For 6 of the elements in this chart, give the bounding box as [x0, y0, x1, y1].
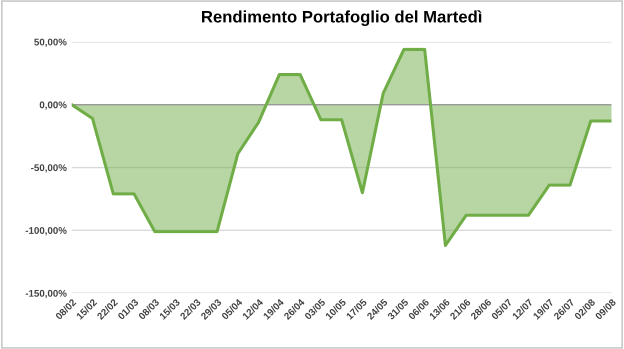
y-tick-label: 0,00%	[40, 101, 67, 110]
y-tick-label: -150,00%	[26, 290, 67, 298]
y-tick-label: -50,00%	[31, 164, 67, 173]
y-tick-label: -100,00%	[26, 227, 67, 236]
y-tick-label: 50,00%	[34, 38, 67, 47]
chart-title: Rendimento Portafoglio del Martedì	[202, 10, 482, 26]
